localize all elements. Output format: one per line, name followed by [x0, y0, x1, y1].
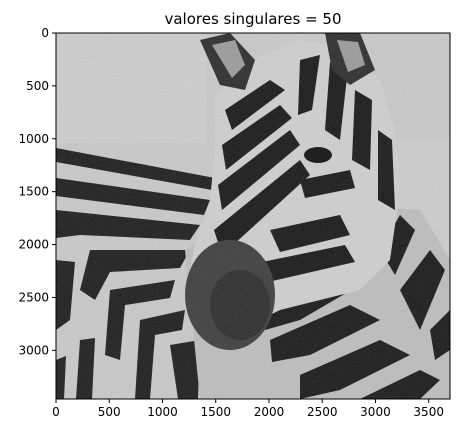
y-tick-label: 2000	[18, 238, 49, 252]
x-tick-label: 3000	[360, 405, 391, 419]
y-tick-label: 3000	[18, 343, 49, 357]
x-tick-label: 500	[98, 405, 121, 419]
chart-title: valores singulares = 50	[164, 10, 341, 28]
zebra-image	[56, 33, 450, 399]
x-tick-label: 0	[52, 405, 60, 419]
x-tick-label: 1500	[200, 405, 231, 419]
x-tick-label: 1000	[147, 405, 178, 419]
x-axis: 0 500 1000 1500 2000 2500 3000 3500	[52, 399, 444, 419]
x-tick-label: 2000	[254, 405, 285, 419]
y-axis: 0 500 1000 1500 2000 2500 3000	[18, 26, 56, 357]
x-tick-label: 2500	[307, 405, 338, 419]
x-tick-label: 3500	[413, 405, 444, 419]
plot-frame	[55, 32, 451, 400]
y-tick-label: 2500	[18, 290, 49, 304]
y-tick-label: 0	[41, 26, 49, 40]
y-tick-label: 1000	[18, 132, 49, 146]
y-tick-label: 1500	[18, 185, 49, 199]
y-tick-label: 500	[26, 79, 49, 93]
